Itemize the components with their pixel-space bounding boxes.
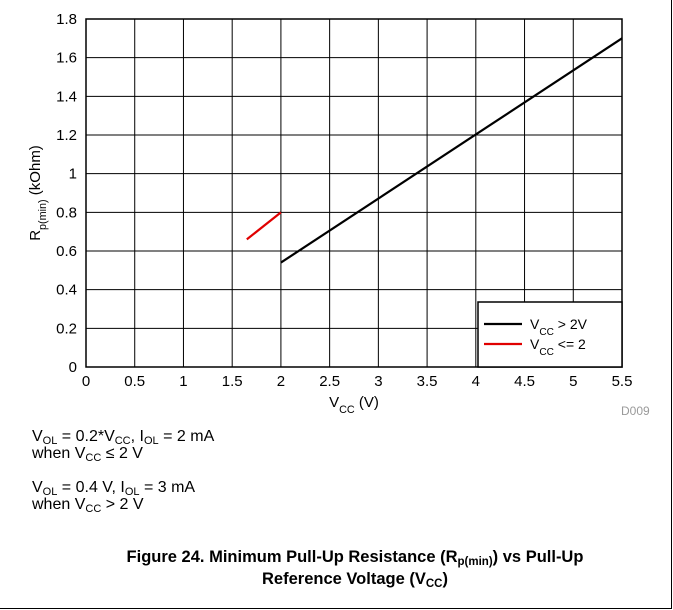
- x-tick-label: 1.5: [222, 373, 243, 390]
- y-tick-label: 1.2: [56, 127, 77, 144]
- x-tick-label: 0: [82, 373, 90, 390]
- x-tick-label: 3.5: [417, 373, 438, 390]
- x-axis-label: VCC (V): [329, 394, 379, 416]
- legend-label-1: VCC > 2V: [530, 316, 588, 338]
- y-tick-label: 1.6: [56, 50, 77, 67]
- chart: 0 0.5 1 1.5 2 2.5 3 3.5 4 4.5 5 5.5 0 0.2 0.4 0.6 0.8 1 1.…: [27, 11, 633, 416]
- y-tick-label: 0.8: [56, 204, 77, 221]
- note-1: VOL = 0.2*VCC, IOL = 2 mA when VCC ≤ 2 V: [32, 428, 215, 464]
- x-tick-label: 0.5: [124, 373, 145, 390]
- note-1-line-1: VOL = 0.2*VCC, IOL = 2 mA: [32, 428, 215, 447]
- caption-line-2: Reference Voltage (VCC): [262, 570, 448, 590]
- note-2-line-2: when VCC > 2 V: [32, 496, 144, 515]
- legend-box: [477, 301, 623, 368]
- series-line-2: [246, 211, 282, 241]
- y-tick-label: 1: [69, 166, 77, 183]
- x-tick-label: 4.5: [514, 373, 535, 390]
- plot-border: [85, 18, 623, 368]
- caption-line-1: Figure 24. Minimum Pull-Up Resistance (R…: [126, 548, 584, 568]
- x-tick-label: 2.5: [319, 373, 340, 390]
- figure-caption: Figure 24. Minimum Pull-Up Resistance (R…: [40, 546, 670, 590]
- y-axis-label: Rp(min) (kOhm): [27, 145, 49, 241]
- x-tick-label: 3: [374, 373, 382, 390]
- figure-code: D009: [621, 404, 650, 418]
- x-tick-label: 2: [277, 373, 285, 390]
- y-tick-label: 0.4: [56, 282, 77, 299]
- y-tick-label: 0.2: [56, 320, 77, 337]
- note-1-line-2: when VCC ≤ 2 V: [32, 445, 143, 464]
- x-tick-label: 5.5: [612, 373, 633, 390]
- series-line-1: [280, 37, 623, 264]
- note-2: VOL = 0.4 V, IOL = 3 mA when VCC > 2 V: [32, 479, 196, 515]
- x-tick-label: 1: [179, 373, 187, 390]
- y-tick-label: 1.4: [56, 88, 77, 105]
- x-tick-label: 5: [569, 373, 577, 390]
- y-tick-label: 1.8: [56, 11, 77, 28]
- legend-label-2: VCC <= 2: [530, 336, 586, 358]
- note-2-line-1: VOL = 0.4 V, IOL = 3 mA: [32, 479, 196, 498]
- y-tick-label: 0.6: [56, 243, 77, 260]
- y-tick-label: 0: [69, 359, 77, 376]
- x-tick-label: 4: [472, 373, 480, 390]
